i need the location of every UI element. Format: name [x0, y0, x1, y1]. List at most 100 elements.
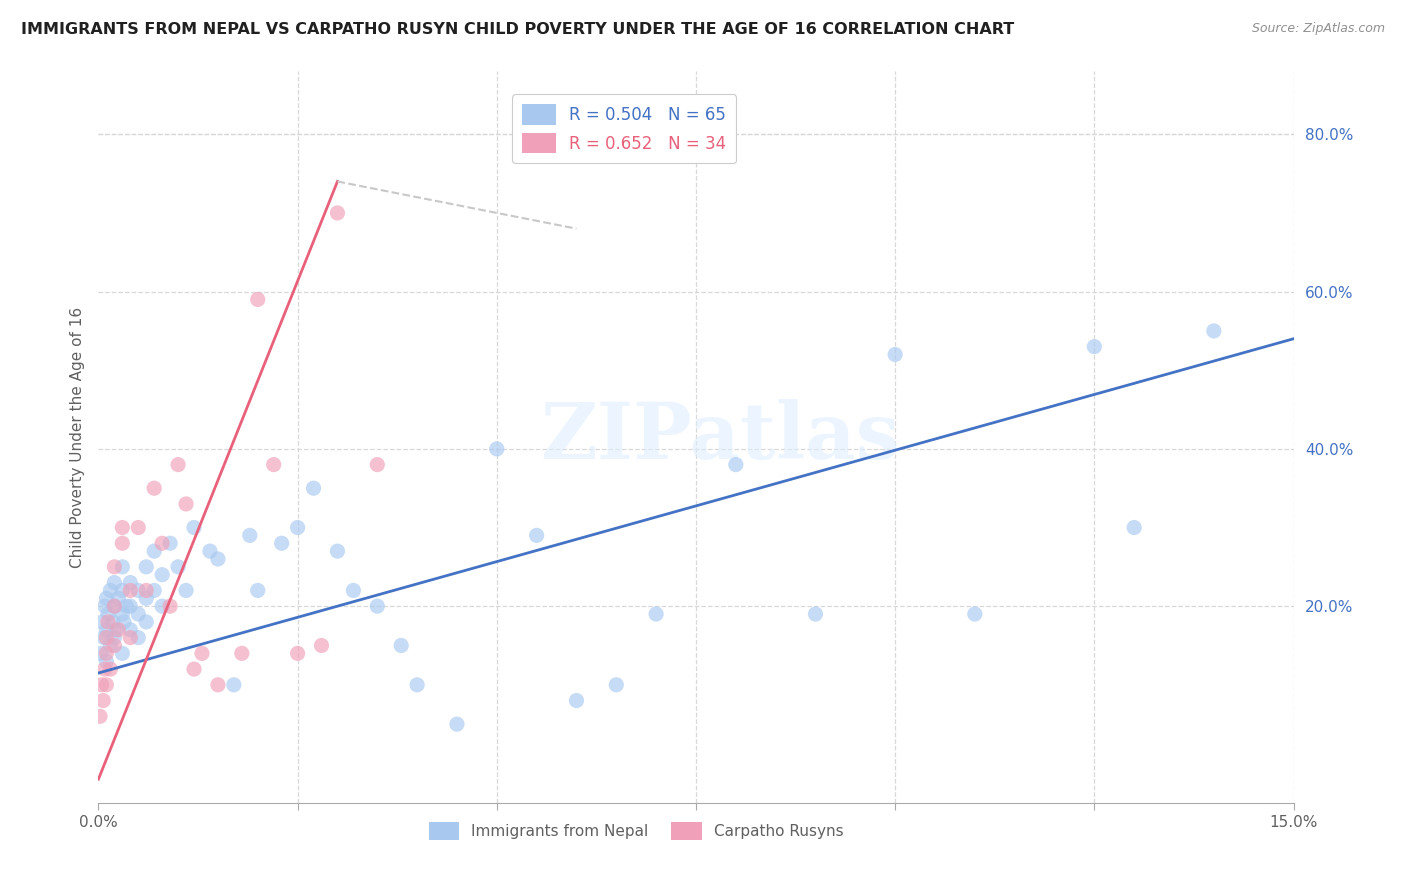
Point: [93, 631, 115, 645]
Point: [96, 591, 118, 606]
Point: [101, 615, 124, 629]
Point: [103, 599, 125, 614]
Point: [287, 646, 309, 660]
Point: [104, 623, 127, 637]
Point: [326, 544, 349, 558]
Point: [120, 575, 142, 590]
Point: [804, 607, 827, 621]
Point: [1083, 340, 1105, 354]
Point: [183, 662, 205, 676]
Point: [135, 591, 157, 606]
Point: [963, 607, 986, 621]
Point: [263, 458, 285, 472]
Point: [96, 646, 118, 660]
Point: [302, 481, 325, 495]
Point: [183, 520, 205, 534]
Point: [526, 528, 548, 542]
Point: [112, 615, 135, 629]
Point: [389, 639, 412, 653]
Point: [120, 599, 142, 614]
Point: [1202, 324, 1225, 338]
Point: [485, 442, 508, 456]
Text: IMMIGRANTS FROM NEPAL VS CARPATHO RUSYN CHILD POVERTY UNDER THE AGE OF 16 CORREL: IMMIGRANTS FROM NEPAL VS CARPATHO RUSYN …: [21, 22, 1014, 37]
Point: [143, 481, 166, 495]
Point: [97, 607, 120, 621]
Point: [406, 678, 429, 692]
Point: [565, 693, 588, 707]
Point: [107, 623, 129, 637]
Point: [127, 607, 149, 621]
Point: [94, 599, 117, 614]
Point: [167, 458, 190, 472]
Point: [107, 591, 129, 606]
Point: [90, 678, 112, 692]
Point: [174, 497, 197, 511]
Point: [198, 544, 221, 558]
Point: [135, 615, 157, 629]
Point: [111, 583, 134, 598]
Point: [120, 623, 142, 637]
Point: [135, 559, 157, 574]
Point: [167, 559, 190, 574]
Point: [96, 678, 118, 692]
Point: [98, 583, 122, 598]
Point: [311, 639, 333, 653]
Point: [127, 631, 149, 645]
Point: [1123, 520, 1146, 534]
Point: [724, 458, 747, 472]
Point: [446, 717, 468, 731]
Y-axis label: Child Poverty Under the Age of 16: Child Poverty Under the Age of 16: [69, 307, 84, 567]
Point: [207, 678, 229, 692]
Point: [246, 583, 269, 598]
Point: [231, 646, 253, 660]
Point: [98, 662, 122, 676]
Point: [222, 678, 245, 692]
Legend: Immigrants from Nepal, Carpatho Rusyns: Immigrants from Nepal, Carpatho Rusyns: [422, 815, 851, 847]
Point: [111, 646, 134, 660]
Point: [111, 607, 134, 621]
Point: [103, 559, 125, 574]
Point: [174, 583, 197, 598]
Point: [127, 583, 149, 598]
Point: [239, 528, 262, 542]
Point: [111, 536, 134, 550]
Point: [326, 206, 349, 220]
Point: [120, 631, 142, 645]
Point: [159, 536, 181, 550]
Point: [150, 536, 173, 550]
Point: [143, 544, 166, 558]
Point: [207, 552, 229, 566]
Point: [103, 639, 125, 653]
Point: [366, 458, 388, 472]
Point: [96, 631, 118, 645]
Point: [366, 599, 388, 614]
Point: [96, 623, 118, 637]
Point: [111, 520, 134, 534]
Point: [884, 347, 907, 361]
Point: [91, 615, 114, 629]
Point: [605, 678, 627, 692]
Point: [191, 646, 214, 660]
Point: [103, 575, 125, 590]
Point: [98, 639, 122, 653]
Point: [143, 583, 166, 598]
Point: [103, 631, 125, 645]
Point: [342, 583, 364, 598]
Point: [287, 520, 309, 534]
Point: [89, 709, 111, 723]
Point: [96, 654, 118, 668]
Point: [270, 536, 292, 550]
Point: [150, 599, 173, 614]
Text: ZIPatlas: ZIPatlas: [540, 399, 900, 475]
Point: [246, 293, 269, 307]
Point: [103, 599, 125, 614]
Point: [159, 599, 181, 614]
Point: [94, 662, 117, 676]
Point: [150, 567, 173, 582]
Point: [645, 607, 668, 621]
Point: [91, 693, 114, 707]
Text: Source: ZipAtlas.com: Source: ZipAtlas.com: [1251, 22, 1385, 36]
Point: [127, 520, 149, 534]
Point: [111, 559, 134, 574]
Point: [135, 583, 157, 598]
